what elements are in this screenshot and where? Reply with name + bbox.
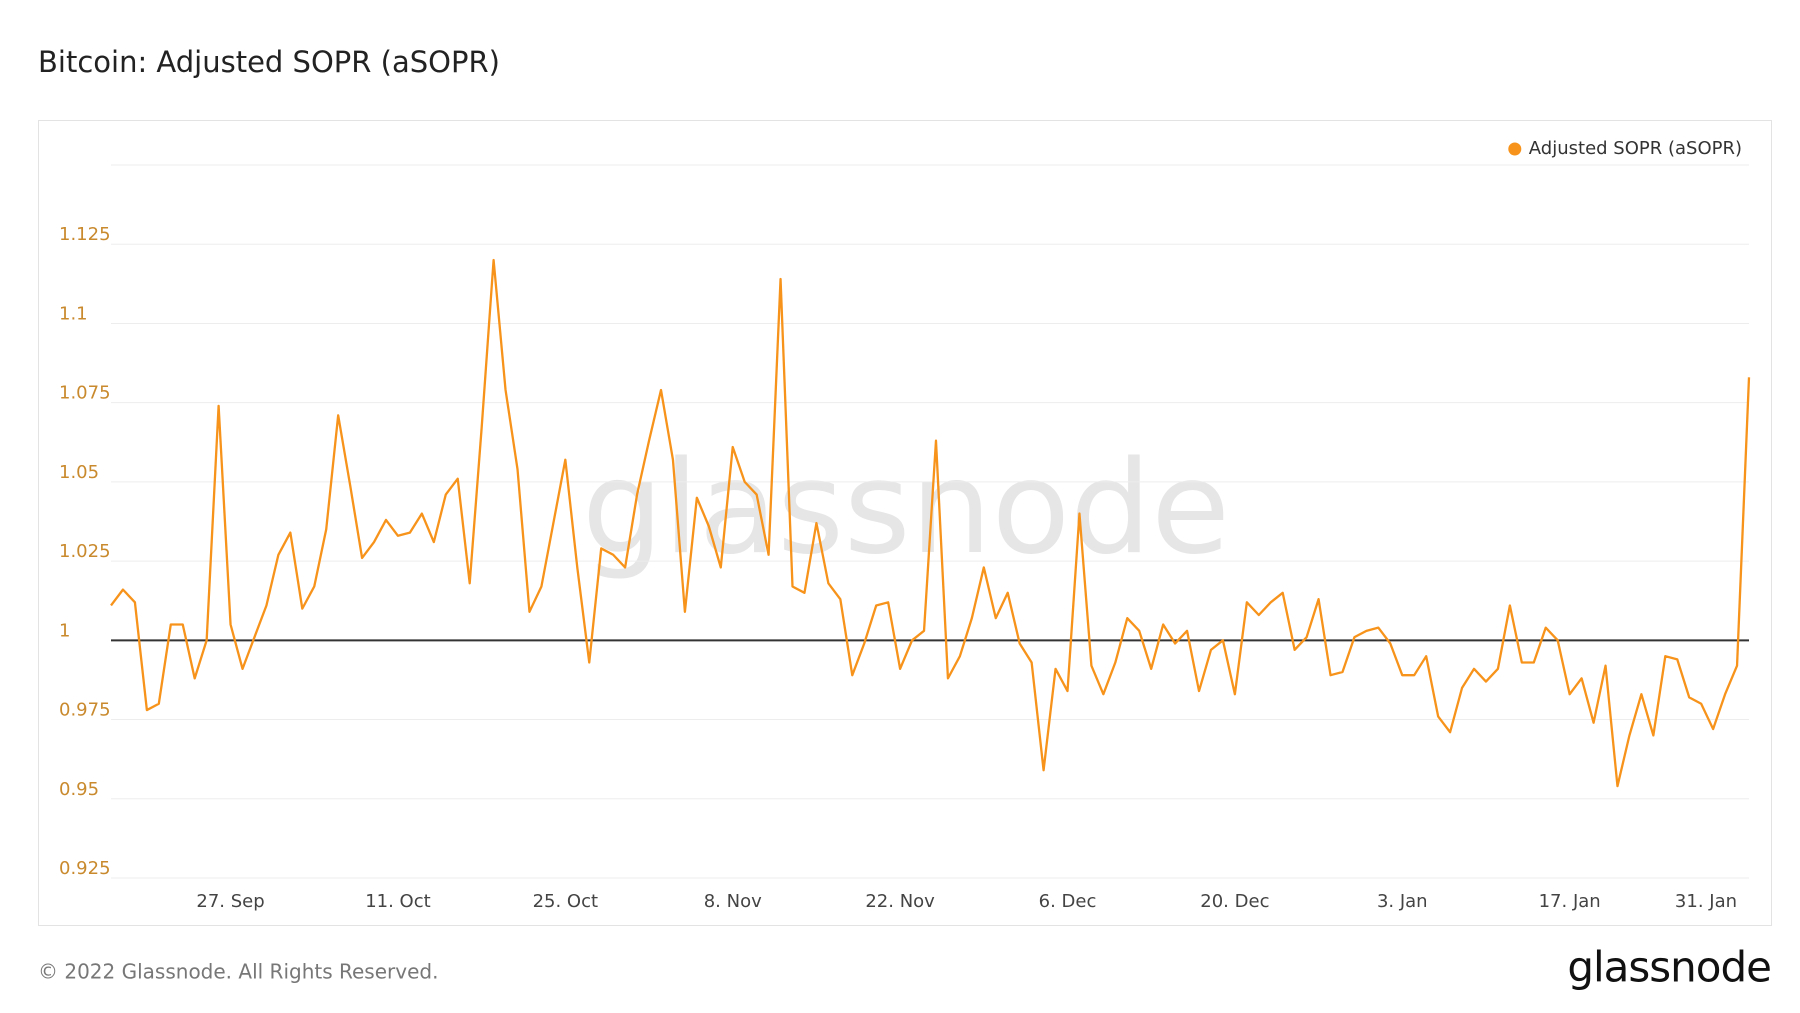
x-tick-label: 31. Jan — [1675, 891, 1737, 912]
y-tick-label: 0.95 — [59, 779, 99, 800]
x-tick-label: 20. Dec — [1200, 891, 1269, 912]
y-tick-label: 1.05 — [59, 462, 99, 483]
x-tick-label: 27. Sep — [196, 891, 264, 912]
legend-marker — [1508, 142, 1522, 156]
x-tick-label: 17. Jan — [1539, 891, 1601, 912]
chart-title: Bitcoin: Adjusted SOPR (aSOPR) — [38, 45, 500, 79]
y-tick-label: 1 — [59, 620, 70, 641]
logo: glassnode — [1567, 943, 1771, 992]
x-tick-label: 6. Dec — [1039, 891, 1097, 912]
x-tick-label: 3. Jan — [1377, 891, 1428, 912]
legend-label: Adjusted SOPR (aSOPR) — [1529, 138, 1742, 159]
y-tick-label: 1.125 — [59, 224, 111, 245]
x-tick-label: 22. Nov — [865, 891, 935, 912]
footer: © 2022 Glassnode. All Rights Reserved. — [38, 960, 438, 984]
data-line — [110, 258, 1751, 788]
y-tick-label: 0.975 — [59, 700, 111, 721]
y-tick-label: 1.075 — [59, 383, 111, 404]
x-tick-label: 8. Nov — [704, 891, 762, 912]
y-tick-label: 1.1 — [59, 303, 88, 324]
x-tick-label: 25. Oct — [533, 891, 598, 912]
y-tick-label: 0.925 — [59, 858, 111, 879]
y-tick-label: 1.025 — [59, 541, 111, 562]
x-tick-label: 11. Oct — [365, 891, 430, 912]
